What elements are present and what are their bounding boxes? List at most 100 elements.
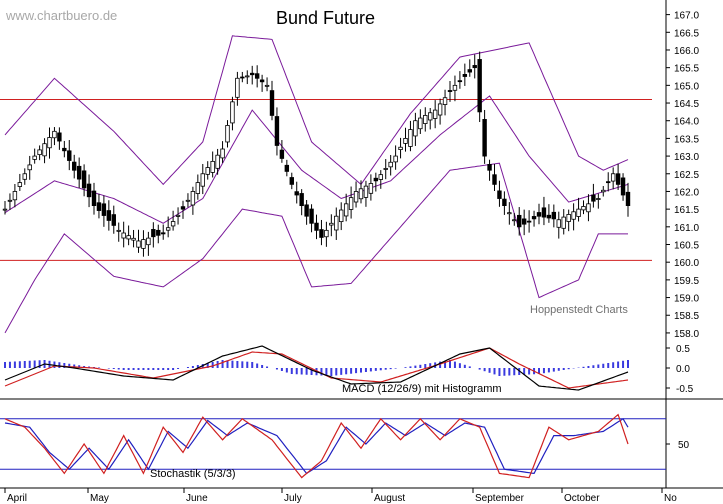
- candle-body: [432, 109, 438, 119]
- x-tick-label: October: [564, 493, 600, 504]
- candle-body: [146, 237, 151, 246]
- x-tick-label: July: [284, 493, 302, 504]
- y-tick-label: 166.0: [674, 46, 699, 57]
- candle-body: [37, 149, 42, 156]
- candle-body: [81, 170, 87, 189]
- candle-body: [610, 173, 616, 182]
- candle-body: [309, 208, 314, 224]
- candle-body: [561, 216, 566, 229]
- candle-body: [571, 211, 576, 220]
- candle-body: [254, 73, 260, 79]
- candle-body: [190, 191, 196, 206]
- candle-body: [245, 75, 250, 78]
- candle-body: [57, 132, 62, 142]
- x-tick-label: April: [7, 493, 27, 504]
- candle-body: [319, 229, 324, 238]
- candle-body: [606, 181, 611, 184]
- candle-body: [393, 155, 398, 163]
- y-tick-label: 158.5: [674, 311, 699, 322]
- macd-label: MACD (12/26/9) mit Histogramm: [342, 383, 502, 395]
- candle-body: [324, 229, 329, 238]
- stochastic-panel: [0, 413, 666, 479]
- candle-body: [477, 59, 482, 113]
- bollinger-lower: [4, 162, 628, 334]
- candle-body: [274, 116, 280, 146]
- candle-body: [161, 232, 166, 235]
- candle-body: [502, 198, 507, 206]
- candle-body: [225, 125, 230, 143]
- candle-body: [596, 198, 601, 200]
- x-tick-label: No: [664, 493, 677, 504]
- y-tick-label: 163.0: [674, 152, 699, 163]
- candle-body: [442, 97, 448, 105]
- candle-body: [472, 65, 477, 69]
- candle-body: [72, 161, 77, 171]
- candle-body: [339, 209, 344, 223]
- candle-body: [398, 146, 403, 150]
- candle-body: [413, 120, 418, 137]
- candle-body: [42, 143, 47, 157]
- candle-body: [175, 214, 181, 217]
- candle-body: [27, 164, 32, 171]
- candle-body: [96, 202, 102, 211]
- candle-body: [156, 229, 161, 236]
- candle-body: [353, 191, 359, 203]
- candle-body: [591, 194, 596, 202]
- candle-body: [185, 199, 191, 202]
- y-tick-label: 158.0: [674, 329, 699, 340]
- candle-body: [620, 177, 626, 196]
- axis-ticks: 167.0 166.5 166.0 165.5 165.0 164.5 164.0 163.5…: [4, 11, 699, 504]
- candle-body: [2, 208, 8, 211]
- candle-body: [250, 72, 255, 76]
- candle-body: [452, 84, 458, 91]
- candle-body: [240, 76, 245, 79]
- macd-line: [4, 345, 629, 391]
- x-tick-label: August: [374, 493, 405, 504]
- bollinger-bands: [4, 35, 629, 334]
- candle-body: [343, 203, 349, 217]
- candle-body: [205, 167, 210, 175]
- stochastic-d-line: [4, 417, 629, 475]
- candle-body: [17, 182, 23, 187]
- candle-body: [428, 112, 433, 121]
- macd-tick-label: 0.0: [676, 364, 690, 375]
- y-tick-label: 165.0: [674, 81, 699, 92]
- candle-body: [32, 155, 37, 160]
- candle-body: [279, 149, 285, 159]
- candle-body: [67, 150, 72, 161]
- candle-body: [52, 130, 57, 139]
- y-tick-label: 164.5: [674, 99, 699, 110]
- candle-body: [294, 191, 299, 196]
- candle-body: [368, 183, 374, 194]
- candle-body: [541, 207, 547, 218]
- y-tick-label: 162.0: [674, 187, 699, 198]
- candle-body: [12, 191, 18, 201]
- candle-body: [531, 216, 537, 220]
- y-tick-label: 161.0: [674, 223, 699, 234]
- x-tick-label: June: [186, 493, 208, 504]
- candle-body: [457, 80, 463, 83]
- candle-body: [551, 211, 557, 220]
- candle-body: [264, 84, 270, 87]
- candle-body: [76, 165, 82, 180]
- stochastic-k-line: [4, 413, 629, 479]
- candle-body: [512, 219, 517, 222]
- candle-body: [269, 90, 275, 116]
- candle-body: [507, 212, 512, 215]
- y-tick-label: 160.5: [674, 241, 699, 252]
- y-tick-label: 159.5: [674, 276, 699, 287]
- candle-body: [576, 208, 581, 217]
- candle-body: [462, 74, 468, 77]
- candle-body: [289, 177, 294, 185]
- candle-body: [22, 173, 27, 180]
- x-tick-label: September: [475, 493, 525, 504]
- candle-body: [388, 161, 393, 168]
- macd-tick-label: 0.5: [676, 344, 690, 355]
- candle-body: [314, 222, 319, 231]
- candle-body: [259, 79, 265, 83]
- credit-label: Hoppenstedt Charts: [530, 304, 628, 316]
- macd-panel: [4, 345, 629, 391]
- y-tick-label: 164.0: [674, 117, 699, 128]
- candle-body: [230, 101, 235, 124]
